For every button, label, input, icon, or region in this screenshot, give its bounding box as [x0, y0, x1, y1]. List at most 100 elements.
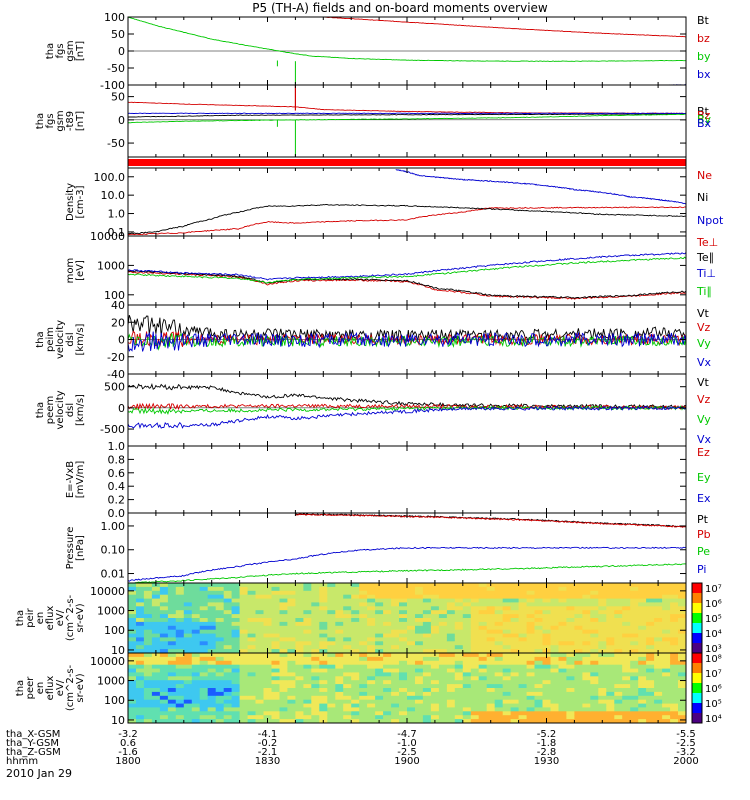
colorbar: 10⁸ 10⁷ 10⁶ 10⁵ 10⁴	[691, 652, 722, 725]
colorbar-tick: 10⁵	[705, 614, 722, 625]
series-line	[128, 405, 686, 430]
legend-Ez: Ez	[697, 446, 710, 459]
y-tick-label: 1.0	[108, 440, 126, 453]
colorbar-tick: 10⁴	[705, 629, 722, 640]
svg-text:fgs: fgs	[55, 43, 66, 58]
svg-text:(cm^2-s-: (cm^2-s-	[65, 664, 76, 711]
svg-text:peir: peir	[25, 607, 36, 627]
svg-text:velocity: velocity	[55, 390, 66, 429]
legend-Te∥: Te∥	[696, 251, 714, 264]
series-line	[128, 331, 686, 352]
spin-bar	[128, 159, 686, 166]
y-tick-label: 0.6	[108, 467, 126, 480]
panel-3	[127, 157, 687, 168]
legend-Vx: Vx	[697, 433, 712, 446]
y-tick-label: 100.0	[94, 171, 126, 184]
ephemeris-label: hhmm	[6, 756, 38, 767]
legend-bx: bx	[697, 68, 711, 81]
ephemeris-value: -2.5	[397, 747, 417, 758]
ephemeris-value: -5.5	[676, 729, 696, 740]
y-tick-label: 100	[104, 624, 125, 637]
y-axis-label: tha fgs gsm [nT]	[45, 40, 86, 61]
svg-text:sr-eV): sr-eV)	[75, 673, 86, 702]
legend-Vz: Vz	[697, 393, 711, 406]
y-tick-label: 1000	[97, 259, 125, 272]
ephemeris-value: 1900	[394, 756, 419, 767]
svg-text:dsl: dsl	[65, 403, 76, 417]
y-tick-label: 1000	[97, 605, 125, 618]
y-tick-label: 40	[111, 299, 125, 312]
svg-text:mom: mom	[65, 258, 76, 284]
ephemeris-value: 1800	[115, 756, 140, 767]
y-tick-label: -20	[107, 351, 125, 364]
ephemeris-label: tha_Y-GSM	[6, 738, 59, 749]
colorbar-tick: 10⁴	[705, 714, 722, 725]
legend-Pe: Pe	[697, 545, 710, 558]
y-axis-label: tha peir en eflux eV/(cm^2-s-sr-eV)	[15, 594, 86, 641]
y-axis-label: tha peem velocity dsl [km/s]	[35, 390, 86, 429]
y-axis-label: E=-VxB [mV/m]	[65, 461, 86, 499]
ephemeris-value: -5.2	[537, 729, 557, 740]
panel-8: 1.00.80.60.40.20.0 E=-VxB [mV/m] Ez Ey Ex	[65, 440, 711, 520]
svg-text:[nT]: [nT]	[75, 111, 86, 131]
svg-text:eV/: eV/	[55, 679, 66, 696]
legend-Vz: Vz	[697, 321, 711, 334]
svg-text:Pressure: Pressure	[65, 527, 76, 570]
colorbar-tick: 10³	[705, 644, 722, 655]
series-line	[128, 405, 686, 415]
ephemeris-value: -3.2	[676, 747, 696, 758]
ephemeris-value: -1.6	[118, 747, 138, 758]
ephemeris-value: -2.5	[676, 738, 696, 749]
svg-text:Density: Density	[65, 183, 76, 221]
y-tick-label: 0	[118, 334, 125, 347]
series-line	[128, 17, 686, 62]
svg-text:dsl: dsl	[65, 332, 76, 346]
legend-Bt: Bt	[697, 14, 710, 27]
y-tick-label: 0.2	[108, 494, 126, 507]
svg-text:gsm: gsm	[55, 110, 66, 131]
legend-Bz: Bz	[697, 109, 711, 122]
series-line	[128, 101, 686, 114]
colorbar-tick: 10⁷	[705, 669, 722, 680]
ephemeris-value: 0.6	[120, 738, 136, 749]
y-tick-label: 0.8	[108, 453, 126, 466]
y-tick-label: 10	[111, 644, 125, 657]
ephemeris-value: -4.7	[397, 729, 417, 740]
legend-Vy: Vy	[697, 337, 711, 350]
ephemeris-value: 1830	[255, 756, 280, 767]
y-tick-label: 1.0	[108, 208, 126, 221]
legend-Te⊥: Te⊥	[696, 236, 718, 249]
legend-by: by	[697, 50, 711, 63]
colorbar-tick: 10⁵	[705, 699, 722, 710]
y-tick-label: 50	[111, 91, 125, 104]
date-label: 2010 Jan 29	[6, 767, 72, 780]
series-line	[128, 206, 686, 236]
legend-Ti⊥: Ti⊥	[696, 267, 716, 280]
svg-text:tha: tha	[15, 610, 26, 626]
series-line	[295, 513, 686, 528]
legend-By: By	[697, 113, 712, 126]
y-tick-label: -40	[107, 368, 125, 381]
ephemeris-table: tha_X-GSM -3.2 -4.1 -4.7 -5.2 -5.5 tha_Y-GSM 0.…	[6, 729, 699, 767]
colorbar: 10⁷ 10⁶ 10⁵ 10⁴ 10³	[691, 582, 722, 655]
ephemeris-value: -1.8	[537, 738, 557, 749]
svg-text:gsm: gsm	[65, 40, 76, 61]
y-tick-label: 50	[111, 28, 125, 41]
ephemeris-value: 1930	[534, 756, 559, 767]
ephemeris-value: -1.0	[397, 738, 417, 749]
panel-5: 10000 1000 100 mom [eV] Te⊥ Te∥ Ti⊥ Ti∥	[65, 230, 718, 306]
y-tick-label: -500	[100, 423, 125, 436]
ephemeris-label: tha_X-GSM	[6, 729, 60, 740]
y-axis-label: tha peim velocity dsl [km/s]	[35, 320, 86, 359]
legend-Pb: Pb	[697, 528, 711, 541]
y-tick-label: -100	[100, 79, 125, 92]
svg-text:velocity: velocity	[55, 320, 66, 359]
y-tick-label: 100	[104, 694, 125, 707]
svg-text:en: en	[35, 682, 46, 695]
ephemeris-value: -4.1	[258, 729, 278, 740]
svg-text:[nPa]: [nPa]	[75, 535, 86, 561]
y-tick-label: -50	[107, 62, 125, 75]
series-line	[128, 112, 686, 115]
